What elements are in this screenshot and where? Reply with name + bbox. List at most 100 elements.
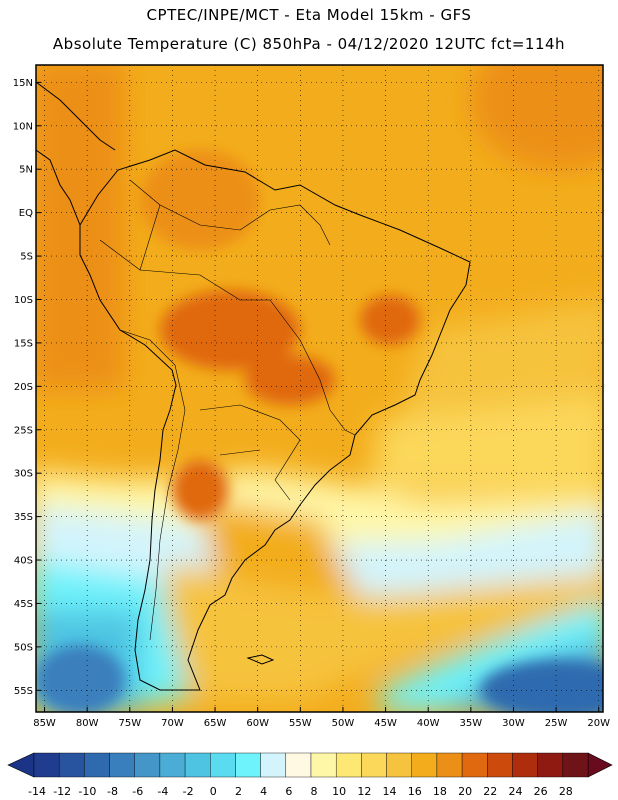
- colorbar-label: 28: [559, 785, 573, 798]
- border-andes: [119, 329, 186, 641]
- temperature-field: [36, 65, 603, 712]
- colorbar-label: -4: [157, 785, 168, 798]
- colorbar-label: 8: [311, 785, 318, 798]
- field-ne-atlantic-18-20: [470, 65, 603, 170]
- field-central-hot-2: [245, 355, 335, 405]
- colorbar-swatch: [210, 752, 236, 778]
- colorbar-swatch: [512, 752, 538, 778]
- lon-tick-label: 70W: [161, 718, 184, 729]
- lat-tick-label: 55S: [14, 686, 33, 697]
- lat-tick-label: 5N: [19, 165, 33, 176]
- colorbar-swatch: [235, 752, 261, 778]
- lon-tick-label: 50W: [332, 718, 355, 729]
- country-borders: [99, 179, 356, 641]
- latitude-axis: 15N 10N 5N EQ 5S 10S 15S 20S 25S 30S 35S 40S 45S 50S 5…: [13, 78, 41, 697]
- lat-tick-label: 10N: [13, 121, 33, 132]
- lat-tick-label: 15S: [14, 338, 33, 349]
- colorbar-swatch: [461, 752, 488, 778]
- lon-tick-label: 60W: [246, 718, 269, 729]
- colorbar-under-arrow: [7, 752, 35, 778]
- colorbar-swatch: [159, 752, 186, 778]
- colorbar-over-arrow: [587, 752, 613, 778]
- colorbar-label: -2: [183, 785, 194, 798]
- colorbar-swatch: [260, 752, 287, 778]
- colorbar-label: 2: [235, 785, 242, 798]
- lat-tick-label: 5S: [20, 252, 33, 263]
- colorbar-swatch: [386, 752, 412, 778]
- lon-tick-label: 20W: [587, 718, 610, 729]
- border-north: [99, 179, 161, 271]
- lat-tick-label: 15N: [13, 78, 33, 89]
- colorbar-label: -12: [53, 785, 71, 798]
- colorbar-label: -8: [107, 785, 118, 798]
- colorbar-swatch: [537, 752, 564, 778]
- chart-title-line2: Absolute Temperature (C) 850hPa - 04/12/…: [52, 35, 566, 53]
- colorbar-label: -14: [28, 785, 46, 798]
- colorbar-swatch: [134, 752, 161, 778]
- coastlines: [36, 81, 471, 691]
- colorbar-label: 14: [383, 785, 397, 798]
- colorbar-label: 22: [483, 785, 497, 798]
- colorbar-swatch: [361, 752, 387, 778]
- colorbar-label: 18: [433, 785, 447, 798]
- lat-tick-label: EQ: [19, 208, 33, 219]
- border-south: [199, 404, 301, 501]
- colorbar-swatch: [58, 752, 85, 778]
- colorbar-labels: -14 -12 -10 -8 -6 -4 -2 0 2 4 6 8 10 12 14 16 18 20 22 24 26…: [28, 785, 573, 798]
- lat-tick-label: 35S: [14, 512, 33, 523]
- falklands: [246, 654, 275, 665]
- lon-tick-label: 35W: [460, 718, 483, 729]
- lat-tick-label: 25S: [14, 425, 33, 436]
- colorbar-swatch: [33, 752, 60, 778]
- central-america-coast: [36, 81, 116, 226]
- colorbar-label: 10: [332, 785, 346, 798]
- field-argentina-hot: [172, 460, 228, 520]
- colorbar-label: 16: [408, 785, 422, 798]
- colorbar-swatch: [184, 752, 211, 778]
- lon-tick-label: 25W: [545, 718, 568, 729]
- lon-tick-label: 55W: [289, 718, 312, 729]
- lat-tick-label: 20S: [14, 382, 33, 393]
- colorbar-label: -6: [132, 785, 143, 798]
- lon-tick-label: 30W: [502, 718, 525, 729]
- lat-tick-label: 45S: [14, 599, 33, 610]
- map-frame: [35, 64, 604, 713]
- colorbar-swatch: [411, 752, 438, 778]
- field-sharp-layers: [36, 150, 603, 712]
- field-band-14-16-south: [160, 560, 603, 700]
- field-se-core-10: [480, 660, 603, 712]
- temperature-colorbar: [7, 752, 613, 778]
- lon-tick-label: 80W: [76, 718, 99, 729]
- colorbar-label: 20: [458, 785, 472, 798]
- colorbar-label: 0: [210, 785, 217, 798]
- colorbar-swatch: [285, 752, 312, 778]
- lon-tick-label: 65W: [204, 718, 227, 729]
- colorbar-label: 6: [285, 785, 292, 798]
- border-brazil: [139, 204, 356, 436]
- longitude-axis: 85W 80W 75W 70W 65W 60W 55W 50W 45W 40W 35W 30W 25W 2…: [33, 707, 610, 729]
- lon-tick-label: 45W: [374, 718, 397, 729]
- colorbar-swatch: [109, 752, 135, 778]
- field-sw-core-8: [36, 645, 125, 712]
- colorbar-label: 12: [357, 785, 371, 798]
- lat-tick-label: 40S: [14, 556, 33, 567]
- lat-tick-label: 10S: [14, 295, 33, 306]
- lon-tick-label: 40W: [417, 718, 440, 729]
- colorbar-swatch: [335, 752, 362, 778]
- field-ne-brazil-hot: [360, 295, 420, 345]
- lat-tick-label: 50S: [14, 642, 33, 653]
- lat-tick-label: 30S: [14, 469, 33, 480]
- lon-tick-label: 85W: [33, 718, 56, 729]
- chart-title-line1: CPTEC/INPE/MCT - Eta Model 15km - GFS: [146, 6, 472, 24]
- field-atlantic-12-14: [370, 395, 603, 500]
- colorbar-label: 4: [260, 785, 267, 798]
- colorbar-swatch: [84, 752, 110, 778]
- south-america-coast: [79, 149, 471, 691]
- colorbar-label: -10: [78, 785, 96, 798]
- colorbar-swatch: [562, 752, 589, 778]
- colorbar-label: 24: [508, 785, 522, 798]
- colorbar-swatch: [436, 752, 463, 778]
- colorbar-label: 26: [534, 785, 548, 798]
- colorbar-swatch: [310, 752, 337, 778]
